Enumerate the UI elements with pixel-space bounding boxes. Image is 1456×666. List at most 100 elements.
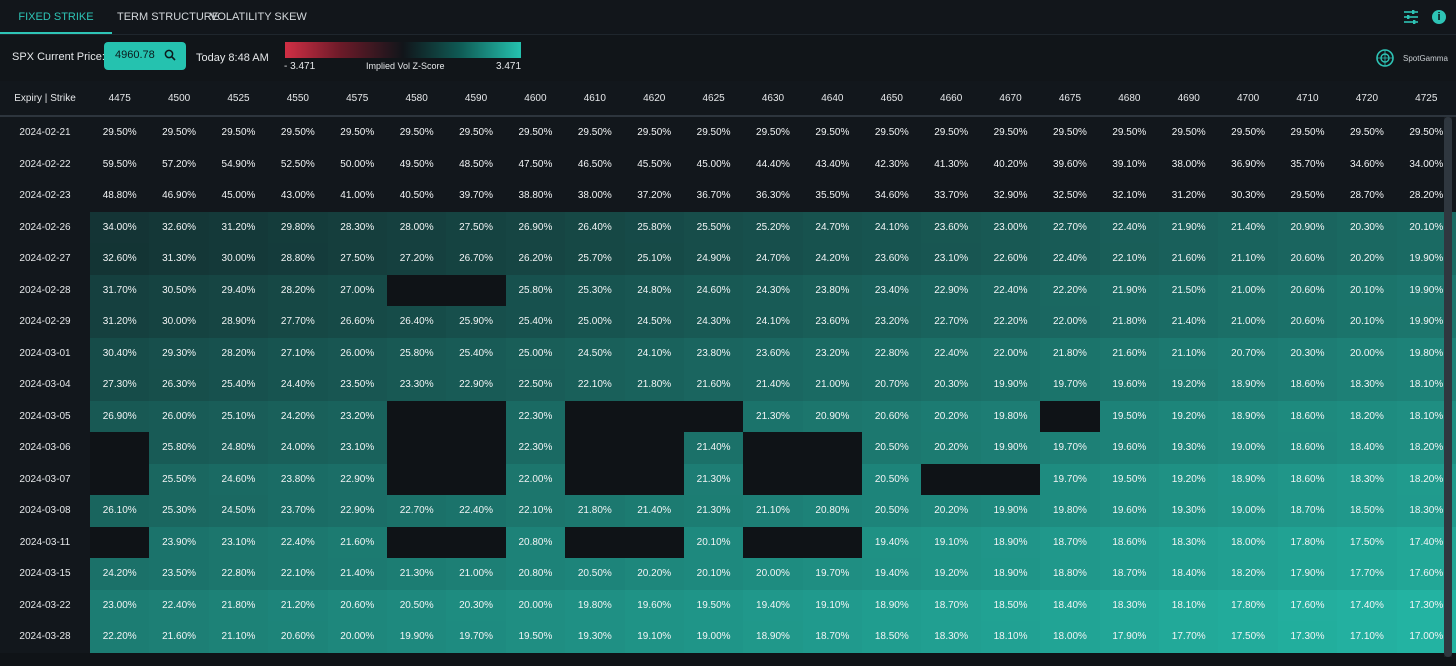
iv-cell[interactable]: 17.50% xyxy=(1337,526,1397,558)
strike-header[interactable]: 4575 xyxy=(327,81,387,117)
iv-cell[interactable]: 22.90% xyxy=(921,274,981,306)
strike-header[interactable]: 4610 xyxy=(565,81,625,117)
iv-cell[interactable]: 20.00% xyxy=(505,589,566,621)
iv-cell[interactable]: 19.90% xyxy=(980,495,1041,527)
strike-header[interactable]: 4500 xyxy=(149,81,209,117)
iv-cell[interactable]: 21.40% xyxy=(683,432,744,464)
iv-cell[interactable]: 29.50% xyxy=(149,116,209,149)
iv-cell[interactable]: 26.40% xyxy=(565,211,625,243)
iv-cell[interactable]: 36.30% xyxy=(743,180,803,212)
strike-header[interactable]: 4720 xyxy=(1337,81,1397,117)
iv-cell[interactable]: 21.10% xyxy=(743,495,803,527)
iv-cell[interactable]: 32.50% xyxy=(1040,180,1100,212)
iv-cell[interactable]: 25.80% xyxy=(505,274,566,306)
iv-cell[interactable]: 21.00% xyxy=(1218,274,1278,306)
iv-cell[interactable]: 27.30% xyxy=(90,369,150,401)
iv-cell[interactable]: 36.70% xyxy=(683,180,744,212)
iv-cell[interactable]: 22.20% xyxy=(90,621,150,653)
iv-cell[interactable]: 26.00% xyxy=(149,400,209,432)
iv-cell[interactable]: 21.80% xyxy=(208,589,269,621)
iv-cell[interactable] xyxy=(802,432,863,464)
iv-cell[interactable]: 20.20% xyxy=(1337,243,1397,275)
iv-cell[interactable]: 32.60% xyxy=(90,243,150,275)
iv-cell[interactable]: 24.60% xyxy=(208,463,269,495)
iv-cell[interactable]: 18.50% xyxy=(862,621,922,653)
iv-cell[interactable]: 20.80% xyxy=(505,526,566,558)
iv-cell[interactable]: 24.90% xyxy=(683,243,744,275)
iv-cell[interactable]: 22.40% xyxy=(446,495,506,527)
iv-cell[interactable]: 31.20% xyxy=(208,211,269,243)
iv-cell[interactable]: 18.70% xyxy=(921,589,981,621)
iv-cell[interactable] xyxy=(743,526,803,558)
iv-cell[interactable]: 30.00% xyxy=(149,306,209,338)
iv-cell[interactable]: 24.50% xyxy=(565,337,625,369)
iv-cell[interactable]: 19.70% xyxy=(1040,463,1100,495)
iv-cell[interactable]: 19.10% xyxy=(624,621,684,653)
iv-cell[interactable]: 21.50% xyxy=(1159,274,1219,306)
search-icon[interactable] xyxy=(164,49,176,61)
iv-cell[interactable]: 18.60% xyxy=(1277,463,1338,495)
iv-cell[interactable]: 25.10% xyxy=(624,243,684,275)
iv-cell[interactable]: 24.70% xyxy=(802,211,863,243)
iv-cell[interactable]: 21.10% xyxy=(1159,337,1219,369)
iv-cell[interactable]: 29.50% xyxy=(683,116,744,149)
iv-cell[interactable]: 18.40% xyxy=(1040,589,1100,621)
iv-cell[interactable]: 21.30% xyxy=(683,463,744,495)
iv-cell[interactable]: 17.30% xyxy=(1277,621,1338,653)
iv-cell[interactable]: 25.80% xyxy=(624,211,684,243)
iv-cell[interactable]: 27.00% xyxy=(327,274,387,306)
iv-cell[interactable]: 24.30% xyxy=(743,274,803,306)
iv-cell[interactable]: 21.60% xyxy=(683,369,744,401)
iv-cell[interactable]: 23.50% xyxy=(327,369,387,401)
iv-cell[interactable] xyxy=(565,400,625,432)
iv-cell[interactable]: 21.60% xyxy=(327,526,387,558)
strike-header[interactable]: 4660 xyxy=(921,81,981,117)
iv-cell[interactable]: 19.50% xyxy=(1099,400,1160,432)
iv-cell[interactable]: 18.30% xyxy=(1337,369,1397,401)
iv-cell[interactable]: 25.80% xyxy=(386,337,447,369)
iv-cell[interactable]: 23.20% xyxy=(327,400,387,432)
iv-cell[interactable] xyxy=(802,526,863,558)
iv-cell[interactable] xyxy=(90,526,150,558)
iv-cell[interactable]: 36.90% xyxy=(1218,148,1278,180)
iv-cell[interactable]: 26.30% xyxy=(149,369,209,401)
sliders-icon[interactable] xyxy=(1403,9,1419,25)
iv-cell[interactable] xyxy=(90,432,150,464)
iv-cell[interactable]: 17.90% xyxy=(1099,621,1160,653)
iv-cell[interactable]: 21.60% xyxy=(1099,337,1160,369)
iv-cell[interactable]: 48.50% xyxy=(446,148,506,180)
iv-cell[interactable]: 38.80% xyxy=(505,180,566,212)
iv-cell[interactable] xyxy=(446,463,506,495)
iv-cell[interactable]: 23.20% xyxy=(802,337,863,369)
iv-cell[interactable] xyxy=(802,463,863,495)
iv-cell[interactable]: 25.30% xyxy=(149,495,209,527)
iv-cell[interactable]: 25.30% xyxy=(565,274,625,306)
iv-cell[interactable]: 39.60% xyxy=(1040,148,1100,180)
iv-cell[interactable]: 18.80% xyxy=(1040,558,1100,590)
iv-cell[interactable]: 19.10% xyxy=(802,589,863,621)
iv-cell[interactable]: 18.30% xyxy=(921,621,981,653)
iv-cell[interactable]: 28.70% xyxy=(1337,180,1397,212)
strike-header[interactable]: 4650 xyxy=(862,81,922,117)
iv-cell[interactable] xyxy=(743,463,803,495)
iv-cell[interactable]: 21.80% xyxy=(1040,337,1100,369)
iv-cell[interactable] xyxy=(565,432,625,464)
iv-cell[interactable]: 19.00% xyxy=(1218,432,1278,464)
iv-cell[interactable]: 20.10% xyxy=(683,558,744,590)
iv-cell[interactable] xyxy=(386,432,447,464)
iv-cell[interactable] xyxy=(386,463,447,495)
iv-cell[interactable]: 24.60% xyxy=(683,274,744,306)
iv-cell[interactable]: 28.20% xyxy=(208,337,269,369)
iv-cell[interactable]: 19.20% xyxy=(1159,463,1219,495)
strike-header[interactable]: 4590 xyxy=(446,81,506,117)
strike-header[interactable]: 4600 xyxy=(505,81,566,117)
iv-cell[interactable]: 29.50% xyxy=(268,116,328,149)
iv-cell[interactable]: 20.30% xyxy=(446,589,506,621)
iv-cell[interactable] xyxy=(921,463,981,495)
iv-cell[interactable]: 23.80% xyxy=(802,274,863,306)
iv-cell[interactable]: 22.40% xyxy=(980,274,1041,306)
iv-cell[interactable]: 32.90% xyxy=(980,180,1041,212)
iv-cell[interactable]: 24.20% xyxy=(802,243,863,275)
iv-cell[interactable]: 26.90% xyxy=(90,400,150,432)
iv-cell[interactable]: 18.90% xyxy=(980,558,1041,590)
